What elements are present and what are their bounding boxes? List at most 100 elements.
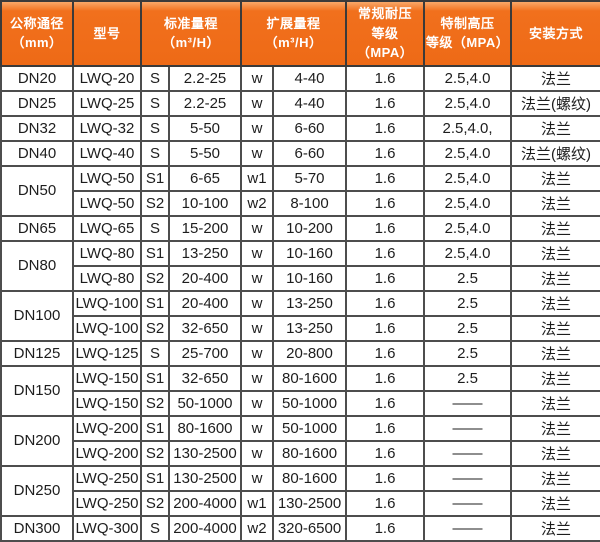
header-regular-pressure: 常规耐压 等级（MPA） xyxy=(345,0,426,67)
table-row: DN80 LWQ-80 S1 13-250 w 10-160 1.6 2.5,4.0 法兰 xyxy=(0,239,600,292)
cell-high-mpa: 2.5 xyxy=(423,264,513,292)
cell-model: LWQ-80 xyxy=(72,239,142,267)
cell-std-range: 32-650 xyxy=(167,364,243,392)
cell-high-mpa: 2.5,4.0 xyxy=(423,89,513,117)
cell-model: LWQ-65 xyxy=(72,214,142,242)
table-row: DN200 LWQ-200 S1 80-1600 w 50-1000 1.6 —— 法兰 xyxy=(0,414,600,467)
cell-w-code: w2 xyxy=(240,189,275,217)
cell-high-mpa: 2.5,4.0 xyxy=(423,139,513,167)
cell-ext-range: 8-100 xyxy=(272,189,348,217)
cell-install: 法兰 xyxy=(510,289,600,317)
table-row: DN50 LWQ-50 S1 6-65 w1 5-70 1.6 2.5,4.0 法兰 xyxy=(0,164,600,217)
header-high-pressure: 特制高压 等级（MPA） xyxy=(423,0,513,67)
cell-w-code: w xyxy=(240,339,275,367)
cell-dn: DN20 xyxy=(0,64,74,92)
cell-std-range: 50-1000 xyxy=(167,389,243,417)
cell-install: 法兰 xyxy=(510,214,600,242)
cell-w-code: w xyxy=(240,214,275,242)
cell-std-range: 5-50 xyxy=(167,139,243,167)
cell-w-code: w xyxy=(240,414,275,442)
cell-install: 法兰(螺纹) xyxy=(510,139,600,167)
cell-w-code: w xyxy=(240,314,275,342)
cell-ext-range: 80-1600 xyxy=(272,439,348,467)
cell-s-code: S1 xyxy=(140,239,170,267)
cell-regular-mpa: 1.6 xyxy=(345,264,426,292)
cell-dn: DN100 xyxy=(0,289,74,342)
cell-std-range: 20-400 xyxy=(167,289,243,317)
cell-high-mpa: 2.5,4.0 xyxy=(423,64,513,92)
cell-install: 法兰 xyxy=(510,514,600,542)
cell-install: 法兰 xyxy=(510,464,600,492)
cell-dn: DN40 xyxy=(0,139,74,167)
cell-dn: DN200 xyxy=(0,414,74,467)
cell-high-mpa: 2.5,4.0 xyxy=(423,164,513,192)
cell-ext-range: 10-160 xyxy=(272,239,348,267)
cell-s-code: S2 xyxy=(140,389,170,417)
cell-regular-mpa: 1.6 xyxy=(345,439,426,467)
cell-s-code: S1 xyxy=(140,464,170,492)
cell-s-code: S1 xyxy=(140,414,170,442)
cell-model: LWQ-200 xyxy=(72,414,142,442)
cell-regular-mpa: 1.6 xyxy=(345,189,426,217)
cell-model: LWQ-150 xyxy=(72,364,142,392)
cell-dn: DN65 xyxy=(0,214,74,242)
cell-model: LWQ-250 xyxy=(72,464,142,492)
cell-regular-mpa: 1.6 xyxy=(345,489,426,517)
cell-model: LWQ-125 xyxy=(72,339,142,367)
table-row: LWQ-50 S2 10-100 w2 8-100 1.6 2.5,4.0 法兰 xyxy=(1,189,600,217)
table-row: DN32 LWQ-32 S 5-50 w 6-60 1.6 2.5,4.0, 法兰 xyxy=(0,114,600,142)
cell-s-code: S xyxy=(140,139,170,167)
cell-dn: DN32 xyxy=(0,114,74,142)
cell-w-code: w xyxy=(240,264,275,292)
cell-regular-mpa: 1.6 xyxy=(345,514,426,542)
cell-high-mpa: 2.5 xyxy=(423,364,513,392)
cell-dn: DN300 xyxy=(0,514,74,542)
cell-high-mpa: —— xyxy=(423,389,513,417)
cell-std-range: 15-200 xyxy=(167,214,243,242)
cell-ext-range: 13-250 xyxy=(272,289,348,317)
table-row: DN300 LWQ-300 S 200-4000 w2 320-6500 1.6 —— 法兰 xyxy=(0,514,600,542)
header-installation: 安装方式 xyxy=(510,0,600,67)
cell-ext-range: 6-60 xyxy=(272,114,348,142)
header-model: 型号 xyxy=(72,0,142,67)
cell-model: LWQ-200 xyxy=(72,439,142,467)
cell-regular-mpa: 1.6 xyxy=(345,89,426,117)
cell-regular-mpa: 1.6 xyxy=(345,289,426,317)
cell-regular-mpa: 1.6 xyxy=(345,114,426,142)
cell-dn: DN80 xyxy=(0,239,74,292)
table-row: DN25 LWQ-25 S 2.2-25 w 4-40 1.6 2.5,4.0 法兰(螺纹) xyxy=(0,89,600,117)
cell-ext-range: 13-250 xyxy=(272,314,348,342)
cell-std-range: 32-650 xyxy=(167,314,243,342)
cell-std-range: 10-100 xyxy=(167,189,243,217)
header-standard-range: 标准量程 （m³/H） xyxy=(139,0,243,67)
cell-w-code: w xyxy=(240,139,275,167)
cell-install: 法兰 xyxy=(510,314,600,342)
cell-regular-mpa: 1.6 xyxy=(345,389,426,417)
cell-s-code: S2 xyxy=(140,189,170,217)
cell-high-mpa: —— xyxy=(423,439,513,467)
cell-high-mpa: 2.5 xyxy=(423,339,513,367)
cell-regular-mpa: 1.6 xyxy=(345,239,426,267)
cell-ext-range: 5-70 xyxy=(272,164,348,192)
cell-model: LWQ-50 xyxy=(72,189,142,217)
cell-high-mpa: 2.5 xyxy=(423,289,513,317)
cell-w-code: w xyxy=(240,64,275,92)
cell-s-code: S xyxy=(140,339,170,367)
cell-w-code: w xyxy=(240,289,275,317)
cell-high-mpa: 2.5,4.0 xyxy=(423,214,513,242)
cell-ext-range: 10-160 xyxy=(272,264,348,292)
cell-install: 法兰 xyxy=(510,264,600,292)
cell-model: LWQ-300 xyxy=(72,514,142,542)
cell-install: 法兰 xyxy=(510,389,600,417)
cell-ext-range: 10-200 xyxy=(272,214,348,242)
cell-s-code: S2 xyxy=(140,264,170,292)
cell-high-mpa: —— xyxy=(423,464,513,492)
cell-std-range: 200-4000 xyxy=(167,489,243,517)
cell-model: LWQ-250 xyxy=(72,489,142,517)
table-row: LWQ-150 S2 50-1000 w 50-1000 1.6 —— 法兰 xyxy=(1,389,600,417)
cell-ext-range: 6-60 xyxy=(272,139,348,167)
cell-high-mpa: 2.5,4.0 xyxy=(423,189,513,217)
header-extended-range: 扩展量程 （m³/H） xyxy=(240,0,348,67)
table-row: DN100 LWQ-100 S1 20-400 w 13-250 1.6 2.5 法兰 xyxy=(0,289,600,342)
